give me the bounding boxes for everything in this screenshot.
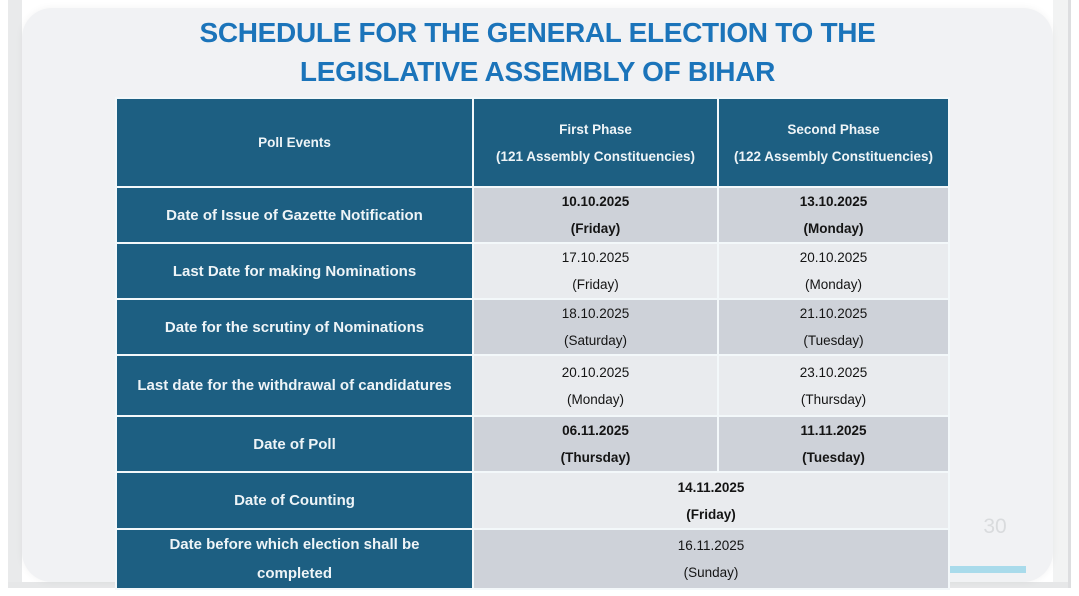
first-phase-cell: 10.10.2025 (Friday) <box>472 186 719 244</box>
date-value: 18.10.2025 <box>561 306 630 321</box>
slide-title-line1: SCHEDULE FOR THE GENERAL ELECTION TO THE <box>199 17 876 48</box>
second-phase-cell: 20.10.2025 (Monday) <box>717 242 950 300</box>
right-edge-line <box>1068 0 1071 588</box>
right-edge-strip <box>1053 0 1068 588</box>
both-phases-cell: 16.11.2025 (Sunday) <box>472 528 950 590</box>
event-label: Date of Issue of Gazette Notification <box>115 186 474 244</box>
left-edge-strip <box>8 0 22 588</box>
election-schedule-table: Poll Events First Phase (121 Assembly Co… <box>115 97 950 590</box>
date-value: 20.10.2025 <box>799 250 868 265</box>
first-phase-cell: 20.10.2025 (Monday) <box>472 354 719 417</box>
day-value: (Friday) <box>570 221 621 236</box>
date-value: 13.10.2025 <box>799 194 868 209</box>
date-value: 17.10.2025 <box>561 250 630 265</box>
first-phase-cell: 17.10.2025 (Friday) <box>472 242 719 300</box>
date-value: 21.10.2025 <box>799 306 868 321</box>
day-value: (Tuesday) <box>803 333 864 348</box>
event-label: Last date for the withdrawal of candidat… <box>115 354 474 417</box>
slide-page-number: 30 <box>983 515 1007 538</box>
event-label: Date for the scrutiny of Nominations <box>115 298 474 356</box>
day-value: (Friday) <box>686 506 736 522</box>
table-row: Last date for the withdrawal of candidat… <box>115 354 950 417</box>
slide-title-line2: LEGISLATIVE ASSEMBLY OF BIHAR <box>299 56 776 87</box>
event-label: Last Date for making Nominations <box>115 242 474 300</box>
header-first-phase-title: First Phase <box>559 121 632 137</box>
header-poll-events: Poll Events <box>115 97 474 188</box>
day-value: (Friday) <box>572 277 619 292</box>
table-row: Date before which election shall be comp… <box>115 528 950 590</box>
date-value: 14.11.2025 <box>677 479 745 495</box>
date-value: 16.11.2025 <box>677 538 745 553</box>
event-label: Date of Counting <box>115 471 474 530</box>
header-second-phase-sub: (122 Assembly Constituencies) <box>733 148 934 164</box>
table-row: Date of Issue of Gazette Notification 10… <box>115 186 950 244</box>
second-phase-cell: 21.10.2025 (Tuesday) <box>717 298 950 356</box>
header-first-phase: First Phase (121 Assembly Constituencies… <box>472 97 719 188</box>
header-second-phase: Second Phase (122 Assembly Constituencie… <box>717 97 950 188</box>
event-label: Date before which election shall be comp… <box>115 528 474 590</box>
day-value: (Thursday) <box>560 450 631 465</box>
slide-title: SCHEDULE FOR THE GENERAL ELECTION TO THE… <box>22 13 1053 91</box>
table-row: Last Date for making Nominations 17.10.2… <box>115 242 950 300</box>
first-phase-cell: 06.11.2025 (Thursday) <box>472 415 719 473</box>
cyan-accent-bar <box>949 566 1026 573</box>
table-header-row: Poll Events First Phase (121 Assembly Co… <box>115 97 950 188</box>
table-row: Date of Poll 06.11.2025 (Thursday) 11.11… <box>115 415 950 473</box>
day-value: (Sunday) <box>683 565 739 580</box>
first-phase-cell: 18.10.2025 (Saturday) <box>472 298 719 356</box>
date-value: 20.10.2025 <box>561 364 630 380</box>
header-second-phase-title: Second Phase <box>787 121 880 137</box>
second-phase-cell: 23.10.2025 (Thursday) <box>717 354 950 417</box>
date-value: 23.10.2025 <box>799 364 868 380</box>
both-phases-cell: 14.11.2025 (Friday) <box>472 471 950 530</box>
day-value: (Monday) <box>803 221 864 236</box>
second-phase-cell: 13.10.2025 (Monday) <box>717 186 950 244</box>
day-value: (Thursday) <box>800 391 867 407</box>
table-row: Date for the scrutiny of Nominations 18.… <box>115 298 950 356</box>
date-value: 10.10.2025 <box>561 194 630 209</box>
second-phase-cell: 11.11.2025 (Tuesday) <box>717 415 950 473</box>
day-value: (Monday) <box>566 391 625 407</box>
day-value: (Tuesday) <box>802 450 865 465</box>
event-label: Date of Poll <box>115 415 474 473</box>
date-value: 06.11.2025 <box>562 423 629 438</box>
table-row: Date of Counting 14.11.2025 (Friday) <box>115 471 950 530</box>
date-value: 11.11.2025 <box>800 423 867 438</box>
header-first-phase-sub: (121 Assembly Constituencies) <box>495 148 696 164</box>
day-value: (Monday) <box>804 277 863 292</box>
day-value: (Saturday) <box>563 333 628 348</box>
